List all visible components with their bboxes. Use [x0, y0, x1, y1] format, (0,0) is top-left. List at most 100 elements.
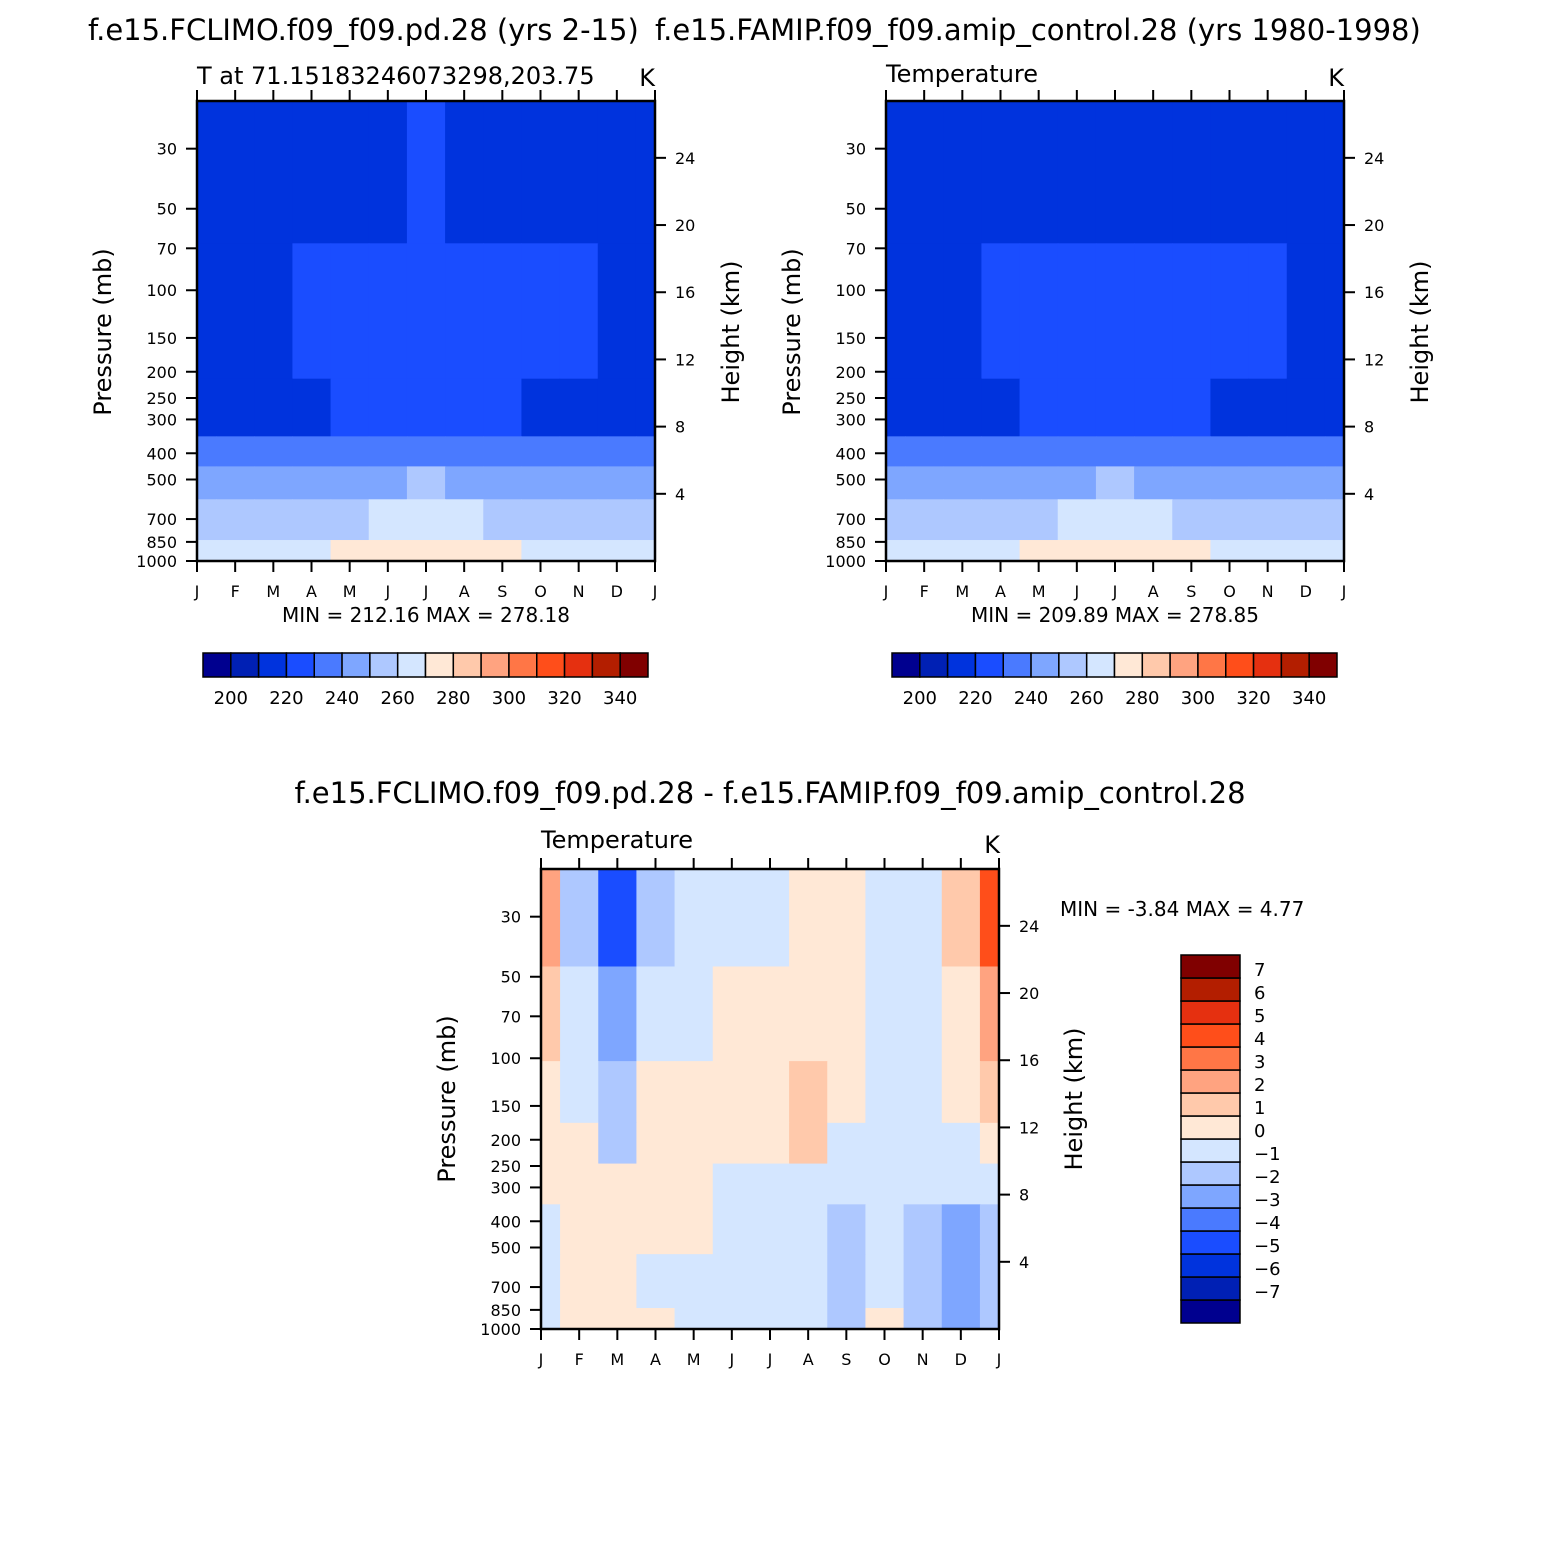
y2-tick-label: 8 [1019, 1186, 1029, 1205]
y2-tick-label: 16 [1364, 283, 1384, 302]
x-tick-label: J [1112, 582, 1118, 601]
heatmap-cell [865, 1204, 905, 1255]
colorbar-swatch [1180, 1069, 1241, 1094]
y-tick-label: 850 [835, 533, 866, 552]
colorbar-swatch [1308, 652, 1338, 678]
heatmap-cell [1134, 436, 1173, 467]
heatmap-cell [1019, 101, 1059, 244]
heatmap-cell [560, 966, 599, 1062]
x-tick-label: O [878, 1350, 891, 1369]
panel2-units: K [1328, 64, 1345, 92]
heatmap-cell [1210, 101, 1250, 244]
x-tick-label: A [306, 582, 317, 601]
heatmap-cell [905, 243, 944, 380]
colorbar-swatch [1180, 1161, 1241, 1186]
heatmap-cell [1134, 378, 1173, 437]
heatmap-cell [1248, 101, 1288, 244]
heatmap-cell [1019, 499, 1059, 541]
heatmap-cell [406, 378, 446, 437]
x-tick-label: N [917, 1350, 929, 1369]
heatmap-cell [483, 466, 523, 500]
heatmap-cell [1095, 466, 1135, 500]
x-tick-label: J [652, 582, 658, 601]
heatmap-cell [1324, 540, 1345, 562]
colorbar-swatch [1180, 1023, 1241, 1048]
heatmap-cell [330, 499, 370, 541]
colorbar-label: −3 [1254, 1190, 1281, 1211]
x-tick-label: J [883, 582, 889, 601]
heatmap-cell [197, 378, 217, 437]
heatmap-cell [750, 1122, 790, 1165]
y-tick-label: 30 [846, 140, 866, 159]
heatmap-cell [216, 499, 255, 541]
y2-tick-label: 16 [1019, 1051, 1039, 1070]
heatmap-cell [674, 1122, 714, 1165]
heatmap-cell [598, 1163, 638, 1205]
heatmap-cell [1095, 243, 1135, 380]
heatmap-cell [712, 869, 752, 968]
heatmap-cell [636, 1308, 676, 1330]
heatmap-cell [560, 1122, 599, 1165]
colorbar-swatch [480, 652, 510, 678]
x-tick-label: F [575, 1350, 584, 1369]
heatmap-cell [635, 378, 656, 437]
colorbar-swatch [1002, 652, 1032, 678]
y2-tick-label: 20 [675, 216, 695, 235]
colorbar-swatch [1280, 652, 1310, 678]
x-tick-label: J [384, 582, 390, 601]
heatmap-cell [197, 499, 217, 541]
y-tick-label: 70 [846, 239, 866, 258]
heatmap-cell [635, 466, 656, 500]
heatmap-cell [886, 243, 906, 380]
colorbar-swatch [1058, 652, 1088, 678]
heatmap-cell [827, 1122, 867, 1165]
heatmap-cell [483, 436, 523, 467]
heatmap-cell [886, 101, 906, 244]
heatmap-cell [483, 101, 523, 244]
heatmap-cell [789, 869, 828, 968]
heatmap-cell [674, 1308, 714, 1330]
heatmap-cell [886, 378, 906, 437]
colorbar-label: 200 [214, 688, 248, 709]
heatmap-cell [750, 1163, 790, 1205]
y-tick-label: 1000 [136, 552, 177, 571]
heatmap-cell [197, 466, 217, 500]
x-tick-label: O [1223, 582, 1236, 601]
heatmap-cell [674, 1254, 714, 1309]
heatmap-cell [445, 499, 484, 541]
y-tick-label: 30 [501, 908, 521, 927]
x-tick-label: J [1073, 582, 1079, 601]
heatmap-cell [941, 1061, 981, 1124]
colorbar-label: 300 [492, 688, 526, 709]
y-tick-label: 70 [157, 239, 177, 258]
heatmap-cell [865, 966, 905, 1062]
heatmap-cell [1324, 436, 1345, 467]
heatmap-cell [905, 499, 944, 541]
y-tick-label: 400 [146, 444, 177, 463]
heatmap-cell [979, 869, 1000, 968]
heatmap-cell [1172, 101, 1212, 244]
x-tick-label: S [497, 582, 507, 601]
panel1-y-label: Pressure (mb) [89, 248, 117, 415]
y2-tick-label: 8 [1364, 418, 1374, 437]
heatmap-cell [1286, 466, 1326, 500]
colorbar-label: 2 [1254, 1075, 1265, 1096]
heatmap-cell [1019, 436, 1059, 467]
heatmap-cell [712, 1163, 752, 1205]
heatmap-cell [981, 378, 1021, 437]
heatmap-cell [789, 1163, 828, 1205]
heatmap-cell [789, 1204, 828, 1255]
x-tick-label: A [459, 582, 470, 601]
heatmap-cell [941, 1254, 981, 1309]
heatmap-cell [216, 436, 255, 467]
heatmap-cell [943, 243, 983, 380]
colorbar-label: 5 [1254, 1006, 1265, 1027]
heatmap-cell [330, 243, 370, 380]
heatmap-cell [903, 869, 943, 968]
x-tick-label: A [650, 1350, 661, 1369]
heatmap-cell [941, 869, 981, 968]
colorbar-swatch [1180, 1207, 1241, 1232]
heatmap-cell [1057, 243, 1097, 380]
heatmap-cell [559, 499, 599, 541]
colorbar-label: 320 [547, 688, 581, 709]
